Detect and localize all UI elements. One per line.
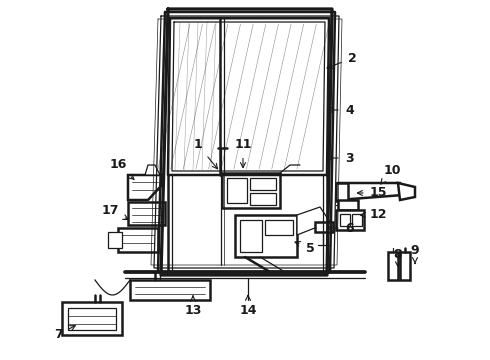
Text: 14: 14	[239, 296, 257, 316]
Bar	[222, 173, 280, 208]
Bar	[388, 252, 398, 280]
Text: 5: 5	[295, 242, 315, 255]
Text: 9: 9	[411, 243, 419, 264]
Polygon shape	[130, 280, 210, 300]
Polygon shape	[398, 183, 415, 200]
Polygon shape	[62, 302, 122, 335]
Text: 3: 3	[327, 152, 354, 165]
Text: 1: 1	[194, 139, 218, 169]
Bar	[250, 178, 276, 190]
Bar	[235, 215, 297, 257]
Bar	[400, 252, 410, 280]
Text: 12: 12	[361, 208, 388, 221]
Polygon shape	[68, 308, 116, 330]
Text: 13: 13	[184, 296, 202, 316]
Text: 16: 16	[109, 158, 134, 179]
Text: 7: 7	[53, 325, 75, 342]
Polygon shape	[297, 207, 330, 235]
Polygon shape	[128, 175, 162, 200]
Text: 2: 2	[327, 51, 357, 68]
Bar	[240, 220, 262, 252]
Bar	[338, 200, 358, 210]
Bar	[315, 222, 333, 232]
Polygon shape	[108, 232, 122, 248]
Polygon shape	[338, 183, 403, 200]
Bar	[340, 214, 350, 226]
Bar	[265, 220, 293, 235]
Polygon shape	[118, 228, 158, 252]
Bar	[250, 193, 276, 205]
Text: 4: 4	[327, 104, 354, 117]
Polygon shape	[145, 165, 160, 175]
Text: 8: 8	[393, 248, 402, 267]
Bar	[336, 183, 348, 201]
Text: 15: 15	[357, 186, 388, 199]
Text: 17: 17	[101, 203, 128, 220]
Text: 6: 6	[327, 221, 354, 234]
Bar	[336, 210, 364, 230]
Text: 10: 10	[381, 163, 401, 184]
Text: 11: 11	[234, 139, 252, 168]
Bar	[352, 214, 362, 226]
Bar	[227, 178, 247, 203]
Polygon shape	[128, 202, 165, 225]
